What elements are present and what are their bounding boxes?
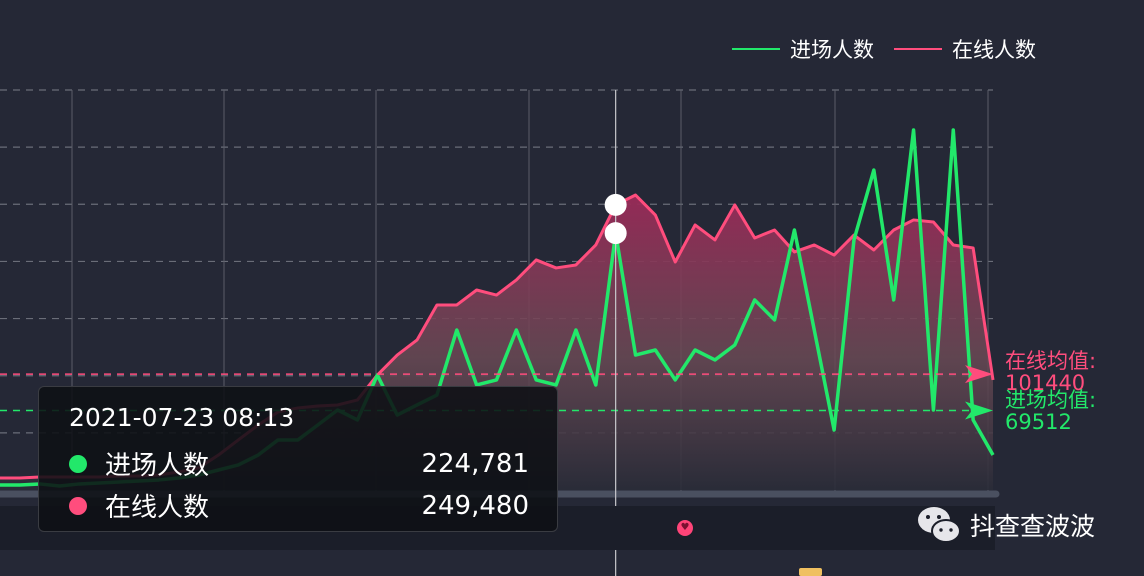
mark-value: 69512 [1005, 410, 1072, 434]
legend-label: 在线人数 [952, 38, 1036, 62]
legend-item-entry[interactable]: 进场人数 [732, 34, 874, 64]
watermark-text: 抖查查波波 [970, 512, 1096, 541]
legend: 进场人数 在线人数 [732, 34, 1036, 64]
hover-point [604, 222, 627, 245]
tooltip-title: 2021-07-23 08:13 [69, 403, 295, 432]
series-dot-icon [69, 454, 87, 473]
tooltip-series-name: 在线人数 [105, 493, 210, 523]
tooltip-series-value: 249,480 [421, 490, 529, 521]
legend-swatch [894, 48, 942, 50]
series-dot-icon [69, 496, 87, 515]
mark-label: 进场均值: [1005, 388, 1097, 412]
hover-point [604, 193, 627, 216]
arrow-icon [965, 365, 993, 384]
tooltip-row: 进场人数 224,781 [69, 445, 529, 482]
arrow-icon [965, 401, 993, 420]
tooltip-series-value: 224,781 [421, 448, 529, 479]
online-area [0, 195, 993, 490]
heart-icon: ♥ [677, 520, 693, 536]
tooltip-series-name: 进场人数 [105, 451, 210, 481]
mark-value: 101440 [1005, 371, 1086, 395]
legend-item-online[interactable]: 在线人数 [894, 34, 1036, 64]
mark-label: 在线均值: [1005, 349, 1097, 373]
watermark: 抖查查波波 [916, 505, 1095, 545]
tooltip: 2021-07-23 08:13 进场人数 224,781 在线人数 249,4… [38, 386, 558, 532]
entry-average-label: 进场均值: 69512 [1005, 389, 1096, 433]
legend-swatch [732, 48, 780, 50]
emoji-icon [799, 568, 822, 576]
wechat-icon [918, 507, 961, 543]
online-average-label: 在线均值: 101440 [1005, 350, 1096, 394]
legend-label: 进场人数 [790, 38, 874, 62]
tooltip-row: 在线人数 249,480 [69, 487, 529, 524]
